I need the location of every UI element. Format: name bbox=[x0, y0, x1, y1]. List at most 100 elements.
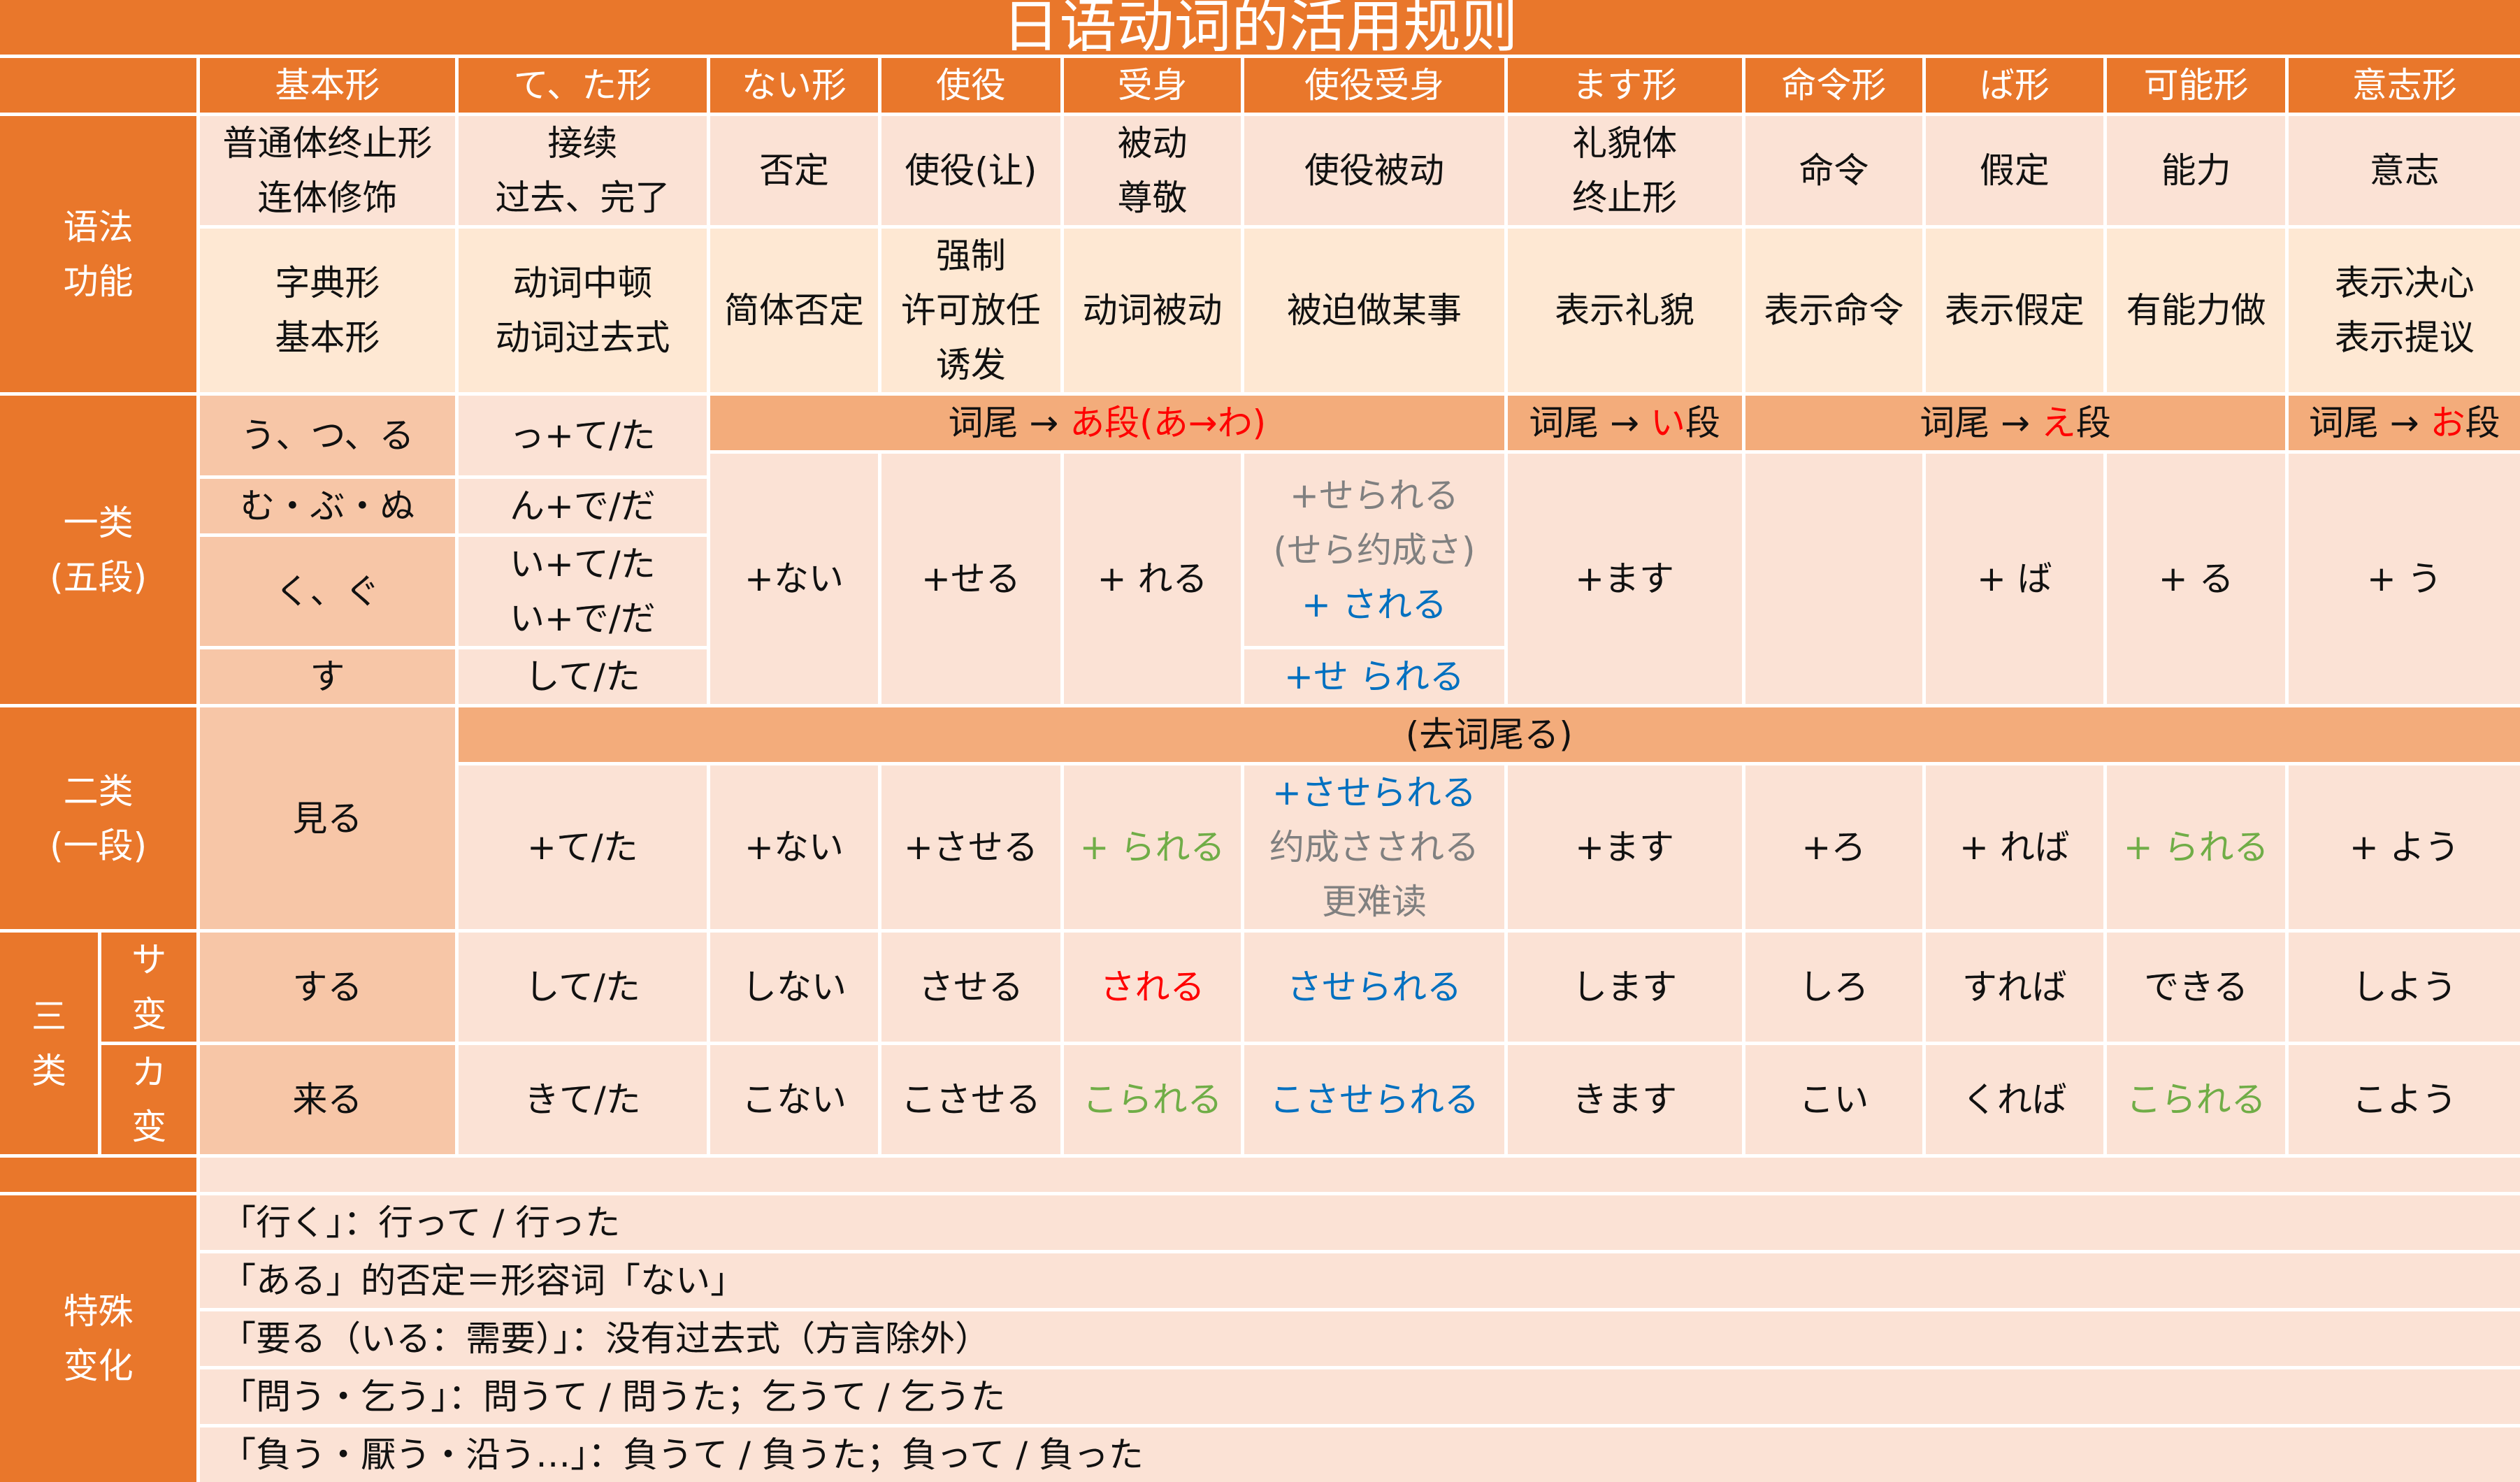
special-line: 「負う・厭う・沿う…」：負うて / 負うた；負って / 負った bbox=[200, 1427, 2520, 1482]
group2-potential: + られる bbox=[2106, 765, 2286, 930]
group1-te-form: して/た bbox=[458, 649, 707, 705]
group1-te-form: い+て/た い+で/だ bbox=[458, 537, 707, 647]
rule-bar-e-row: 词尾 → え段 bbox=[1745, 396, 2286, 450]
kahen-form: こられる bbox=[2106, 1045, 2286, 1155]
rule-prefix: 词尾 → bbox=[948, 403, 1070, 443]
rule-suffix: 段 bbox=[2075, 403, 2111, 443]
grammar-function-label: 语法 功能 bbox=[0, 116, 197, 392]
rule-highlight: い bbox=[1650, 403, 1685, 443]
group2-passive: + られる bbox=[1063, 765, 1241, 930]
group1-volitional: + う bbox=[2289, 454, 2520, 705]
rule-highlight: え bbox=[2040, 403, 2076, 443]
sahen-form: させる bbox=[881, 933, 1060, 1042]
function-cell: 使役被动 bbox=[1244, 116, 1504, 225]
group2-imperative: +ろ bbox=[1745, 765, 1923, 930]
rule-prefix: 词尾 → bbox=[2308, 403, 2431, 443]
function-cell: 普通体终止形 连体修饰 bbox=[200, 116, 455, 225]
function-cell: 命令 bbox=[1745, 116, 1923, 225]
special-line: 「問う・乞う」：問うて / 問うた；乞うて / 乞うた bbox=[200, 1369, 2520, 1424]
sahen-form: すれば bbox=[1926, 933, 2103, 1042]
header-masu: ます形 bbox=[1507, 58, 1742, 113]
kahen-form: こない bbox=[710, 1045, 878, 1155]
group1-label: 一类 (五段) bbox=[0, 396, 197, 705]
kahen-label: カ 变 bbox=[101, 1045, 197, 1155]
group2-te: +て/た bbox=[458, 765, 707, 930]
usage-cell: 被迫做某事 bbox=[1244, 229, 1504, 392]
special-line: 「ある」的否定＝形容词「ない」 bbox=[200, 1253, 2520, 1308]
header-ba: ば形 bbox=[1926, 58, 2103, 113]
group2-causative: +させる bbox=[881, 765, 1060, 930]
spacer-left bbox=[0, 1158, 197, 1192]
spacer-row bbox=[200, 1158, 2520, 1192]
header-causative-passive: 使役受身 bbox=[1244, 58, 1504, 113]
cp-line: 更难读 bbox=[1321, 882, 1427, 923]
kahen-form: こよう bbox=[2289, 1045, 2520, 1155]
group1-causative: +せる bbox=[881, 454, 1060, 705]
usage-cell: 表示礼貌 bbox=[1507, 229, 1742, 392]
usage-cell: 动词被动 bbox=[1063, 229, 1241, 392]
group2-causative-passive: +させられる 约成さされる 更难读 bbox=[1244, 765, 1504, 930]
sahen-form: する bbox=[200, 933, 455, 1042]
function-cell: 假定 bbox=[1926, 116, 2103, 225]
rule-highlight: あ段(あ→わ) bbox=[1070, 403, 1267, 443]
rule-bar-drop-ru: (去词尾る) bbox=[458, 707, 2520, 763]
group1-ending: う、つ、る bbox=[200, 396, 455, 476]
cp-line: + される bbox=[1302, 584, 1447, 625]
header-imperative: 命令形 bbox=[1745, 58, 1923, 113]
sahen-label: サ 变 bbox=[101, 933, 197, 1042]
group2-ba: + れば bbox=[1926, 765, 2103, 930]
function-cell: 意志 bbox=[2289, 116, 2520, 225]
group3-label: 三 类 bbox=[0, 933, 99, 1155]
group2-masu: +ます bbox=[1507, 765, 1742, 930]
cp-line: 约成さされる bbox=[1269, 827, 1479, 868]
function-cell: 接续 过去、完了 bbox=[458, 116, 707, 225]
header-basic: 基本形 bbox=[200, 58, 455, 113]
group2-example: 見る bbox=[200, 707, 455, 930]
group1-nai: +ない bbox=[710, 454, 878, 705]
header-volitional: 意志形 bbox=[2289, 58, 2520, 113]
cp-line: (せら约成さ) bbox=[1273, 529, 1476, 570]
sahen-form: させられる bbox=[1244, 933, 1504, 1042]
header-passive: 受身 bbox=[1063, 58, 1241, 113]
group1-imperative bbox=[1745, 454, 1923, 705]
header-te: て、た形 bbox=[458, 58, 707, 113]
usage-cell: 动词中顿 动词过去式 bbox=[458, 229, 707, 392]
group1-ending: す bbox=[200, 649, 455, 705]
group1-ending: く、ぐ bbox=[200, 537, 455, 647]
sahen-form: します bbox=[1507, 933, 1742, 1042]
special-line: 「行く」：行って / 行った bbox=[200, 1195, 2520, 1250]
group1-te-form: ん+で/だ bbox=[458, 479, 707, 534]
usage-cell: 有能力做 bbox=[2106, 229, 2286, 392]
cp-line: +させられる bbox=[1272, 772, 1476, 814]
usage-cell: 表示决心 表示提议 bbox=[2289, 229, 2520, 392]
rule-bar-a-row: 词尾 → あ段(あ→わ) bbox=[710, 396, 1504, 450]
sahen-form: しない bbox=[710, 933, 878, 1042]
page-title: 日语动词的活用规则 bbox=[0, 0, 2520, 56]
header-potential: 可能形 bbox=[2106, 58, 2286, 113]
sahen-form: される bbox=[1063, 933, 1241, 1042]
rule-suffix: 段 bbox=[2465, 403, 2500, 443]
header-corner bbox=[0, 58, 197, 113]
kahen-form: こい bbox=[1745, 1045, 1923, 1155]
cp-line: +せられる bbox=[1290, 475, 1459, 516]
sahen-form: して/た bbox=[458, 933, 707, 1042]
kahen-form: こさせられる bbox=[1244, 1045, 1504, 1155]
rule-prefix: 词尾 → bbox=[1529, 403, 1650, 443]
function-cell: 否定 bbox=[710, 116, 878, 225]
function-cell: 使役(让) bbox=[881, 116, 1060, 225]
usage-cell: 字典形 基本形 bbox=[200, 229, 455, 392]
usage-cell: 简体否定 bbox=[710, 229, 878, 392]
group1-passive: + れる bbox=[1063, 454, 1241, 705]
group2-label: 二类 (一段) bbox=[0, 707, 197, 930]
kahen-form: くれば bbox=[1926, 1045, 2103, 1155]
rule-suffix: 段 bbox=[1685, 403, 1720, 443]
kahen-form: 来る bbox=[200, 1045, 455, 1155]
group2-nai: +ない bbox=[710, 765, 878, 930]
rule-bar-i-row: 词尾 → い段 bbox=[1507, 396, 1742, 450]
function-cell: 被动 尊敬 bbox=[1063, 116, 1241, 225]
rule-bar-o-row: 词尾 → お段 bbox=[2289, 396, 2520, 450]
group2-volitional: + よう bbox=[2289, 765, 2520, 930]
special-line: 「要る（いる：需要）」：没有过去式（方言除外） bbox=[200, 1311, 2520, 1366]
group1-potential: + る bbox=[2106, 454, 2286, 705]
